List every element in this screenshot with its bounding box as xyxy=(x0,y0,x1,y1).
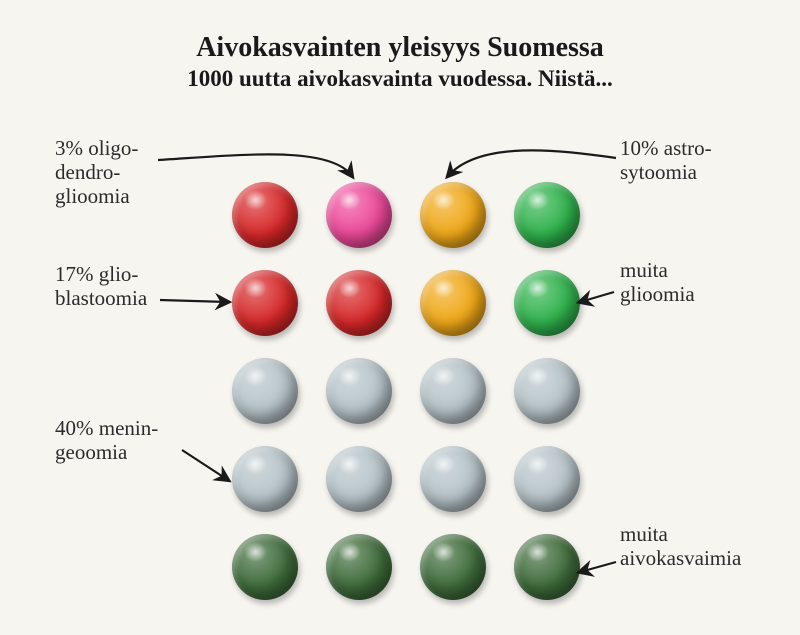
ball xyxy=(420,182,486,248)
ball xyxy=(514,446,580,512)
ball xyxy=(326,270,392,336)
label-menin: 40% menin- geoomia xyxy=(55,416,158,464)
ball xyxy=(232,182,298,248)
label-oligo: 3% oligo- dendro- glioomia xyxy=(55,136,138,208)
arrow xyxy=(448,150,616,176)
arrow xyxy=(580,562,616,572)
ball xyxy=(420,534,486,600)
page-title: Aivokasvainten yleisyys Suomessa xyxy=(0,32,800,64)
label-muuta: muita aivokasvaimia xyxy=(620,522,741,570)
ball xyxy=(514,182,580,248)
label-muutg: muita glioomia xyxy=(620,258,695,306)
label-glio: 17% glio- blastoomia xyxy=(55,262,147,310)
arrow xyxy=(160,300,228,302)
ball xyxy=(420,270,486,336)
ball xyxy=(232,446,298,512)
ball xyxy=(514,270,580,336)
arrow xyxy=(580,292,614,302)
ball xyxy=(514,358,580,424)
ball-grid xyxy=(232,182,580,622)
ball xyxy=(232,534,298,600)
arrow xyxy=(158,154,352,176)
ball xyxy=(420,446,486,512)
ball xyxy=(326,446,392,512)
ball xyxy=(232,358,298,424)
ball xyxy=(514,534,580,600)
ball xyxy=(326,358,392,424)
page-subtitle: 1000 uutta aivokasvainta vuodessa. Niist… xyxy=(0,66,800,92)
label-astro: 10% astro- sytoomia xyxy=(620,136,712,184)
ball xyxy=(326,182,392,248)
ball xyxy=(232,270,298,336)
ball xyxy=(420,358,486,424)
ball xyxy=(326,534,392,600)
arrow xyxy=(182,450,228,480)
